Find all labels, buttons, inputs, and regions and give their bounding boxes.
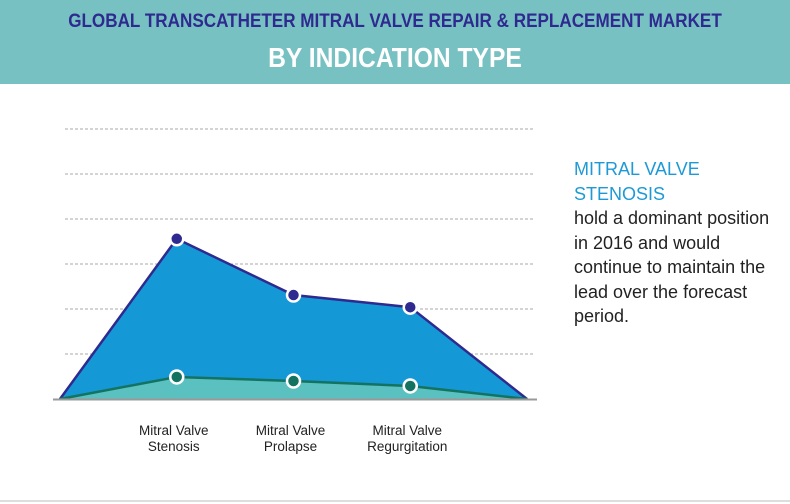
data-point (285, 373, 302, 389)
data-point (402, 299, 418, 315)
header-banner: GLOBAL TRANSCATHETER MITRAL VALVE REPAIR… (0, 0, 790, 84)
data-point (169, 369, 185, 385)
x-tick-label: Mitral Valve (256, 423, 326, 438)
x-tick-label: Regurgitation (367, 439, 447, 454)
x-tick-label: Stenosis (148, 439, 200, 454)
callout-body: hold a dominant position in 2016 and wou… (574, 208, 770, 326)
x-tick-label: Mitral Valve (139, 423, 209, 438)
chart-title: GLOBAL TRANSCATHETER MITRAL VALVE REPAIR… (68, 11, 722, 32)
callout-highlight: MITRAL VALVE STENOSIS (574, 159, 700, 204)
data-point (285, 287, 302, 303)
x-tick-label: Prolapse (264, 439, 317, 454)
chart-subtitle: BY INDICATION TYPE (268, 42, 522, 73)
data-point (402, 378, 418, 394)
data-point (169, 231, 185, 247)
area-series-0 (60, 238, 527, 399)
x-tick-label: Mitral Valve (372, 423, 442, 438)
callout-text: MITRAL VALVE STENOSIS hold a dominant po… (574, 157, 774, 329)
divider (0, 500, 790, 502)
